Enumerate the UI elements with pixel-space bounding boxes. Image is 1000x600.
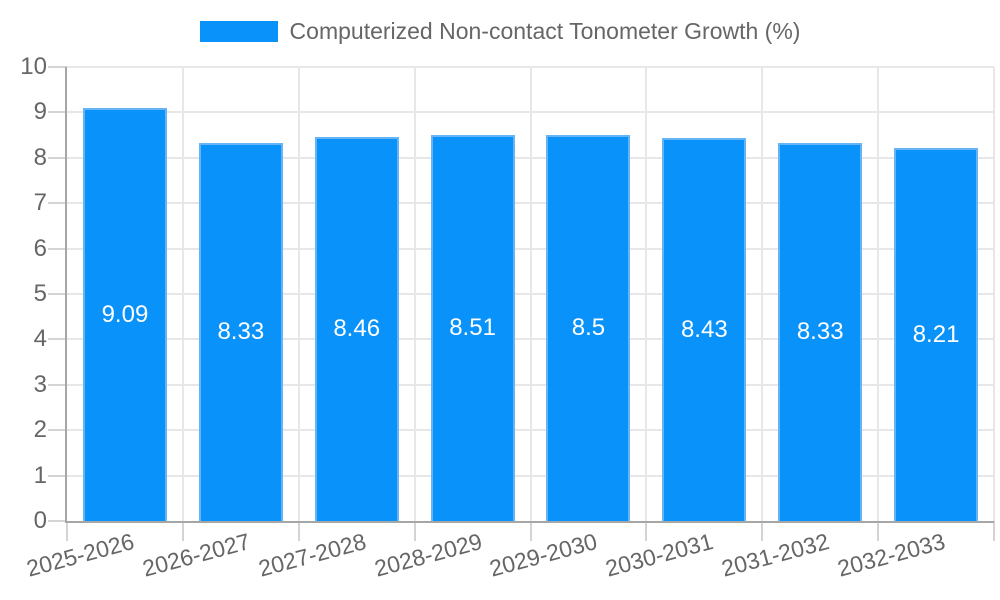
bar[interactable] — [82, 108, 167, 521]
y-tick-mark — [48, 383, 67, 386]
bar-value-label: 8.43 — [680, 315, 728, 343]
y-tick-label: 0 — [33, 507, 47, 534]
y-tick-label: 7 — [33, 189, 47, 217]
x-gridline — [181, 67, 184, 521]
y-tick-mark — [48, 111, 67, 114]
y-tick-mark — [48, 66, 67, 68]
x-tick-mark — [993, 521, 995, 541]
y-tick-label: 2 — [33, 416, 47, 444]
y-tick-label: 1 — [33, 461, 47, 489]
x-tick-mark — [297, 521, 300, 541]
y-tick-mark — [48, 520, 67, 522]
x-tick-label: 2030-2031 — [603, 528, 717, 582]
x-gridline — [297, 67, 300, 521]
y-tick-mark — [48, 338, 67, 341]
x-tick-mark — [413, 521, 416, 541]
bar[interactable] — [430, 134, 515, 521]
x-gridline — [993, 67, 995, 521]
x-tick-mark — [645, 521, 648, 541]
y-tick-mark — [48, 247, 67, 250]
y-tick-label: 6 — [33, 234, 47, 262]
x-tick-label: 2026-2027 — [139, 528, 253, 582]
bar[interactable] — [894, 148, 979, 521]
bar-value-label: 8.33 — [796, 317, 844, 345]
y-tick-label: 4 — [33, 325, 47, 353]
x-tick-label: 2032-2033 — [834, 528, 948, 582]
bar-value-label: 8.46 — [333, 314, 381, 342]
x-gridline — [645, 67, 648, 521]
x-gridline — [413, 67, 416, 521]
bar[interactable] — [778, 142, 863, 521]
chart-legend[interactable]: Computerized Non-contact Tonometer Growt… — [0, 10, 1000, 52]
bar[interactable] — [198, 142, 283, 521]
bar-value-label: 8.33 — [217, 317, 265, 345]
y-tick-mark — [48, 474, 67, 477]
bar-value-label: 8.21 — [912, 320, 960, 348]
y-axis-line — [65, 67, 67, 521]
x-gridline — [529, 67, 532, 521]
x-tick-mark — [761, 521, 764, 541]
y-tick-label: 10 — [20, 53, 47, 80]
x-axis-line — [65, 521, 994, 523]
y-tick-label: 5 — [33, 280, 47, 307]
y-tick-mark — [48, 293, 67, 295]
x-tick-label: 2025-2026 — [23, 528, 137, 582]
bar[interactable] — [314, 136, 399, 521]
y-tick-mark — [48, 429, 67, 432]
legend-label: Computerized Non-contact Tonometer Growt… — [289, 17, 801, 44]
bar-value-label: 8.51 — [449, 313, 496, 341]
x-gridline — [761, 67, 764, 521]
bar[interactable] — [662, 138, 747, 521]
x-tick-mark — [877, 521, 880, 541]
bar-value-label: 9.09 — [101, 300, 149, 328]
y-tick-label: 9 — [33, 98, 47, 126]
bar-value-label: 8.5 — [571, 314, 606, 342]
x-tick-label: 2031-2032 — [718, 528, 832, 582]
x-gridline — [877, 67, 880, 521]
x-tick-label: 2029-2030 — [487, 528, 601, 582]
y-tick-mark — [48, 156, 67, 159]
x-tick-mark — [529, 521, 532, 541]
x-tick-mark — [66, 521, 68, 541]
y-tick-label: 3 — [33, 370, 47, 398]
y-tick-mark — [48, 202, 67, 205]
x-tick-mark — [181, 521, 184, 541]
x-tick-label: 2027-2028 — [255, 528, 369, 582]
x-tick-label: 2028-2029 — [371, 528, 485, 582]
y-tick-label: 8 — [33, 143, 47, 171]
bar[interactable] — [546, 135, 631, 521]
legend-swatch — [199, 20, 278, 42]
